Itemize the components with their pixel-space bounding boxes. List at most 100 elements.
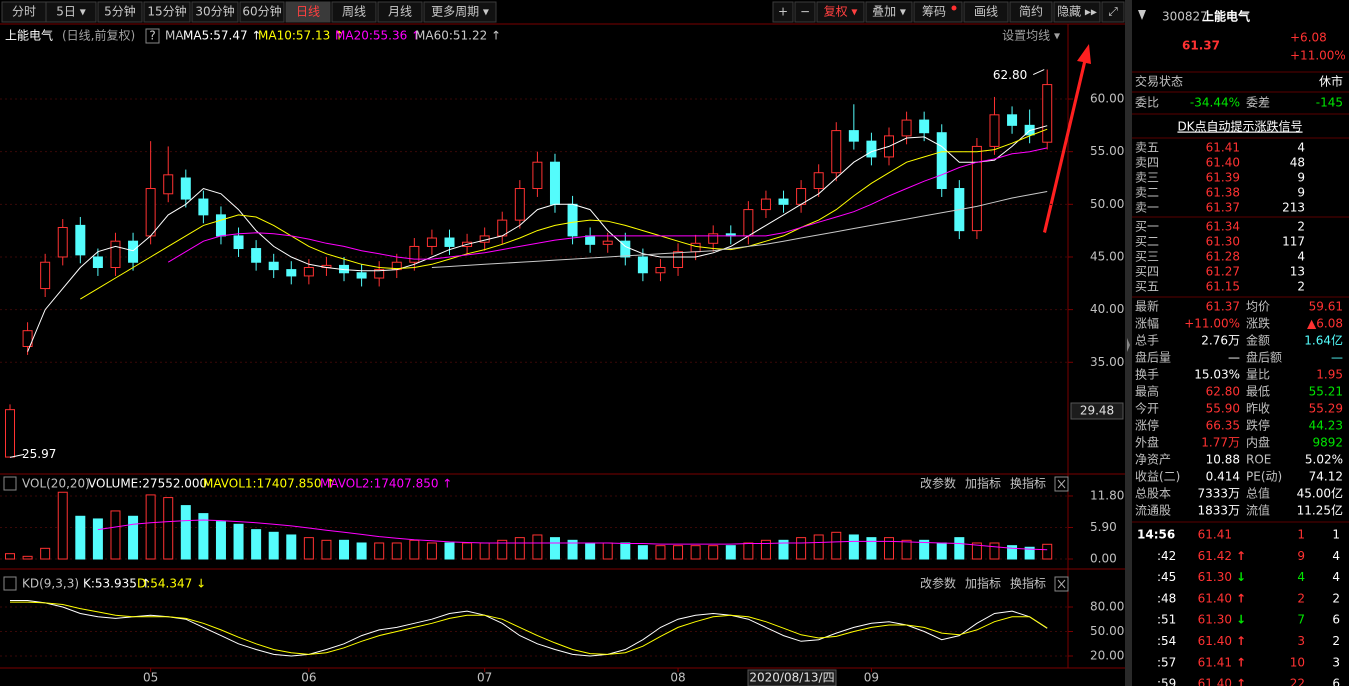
toolbar-button-label[interactable]: 画线 — [974, 5, 998, 19]
book-label: 卖一 — [1135, 201, 1159, 215]
volume-bar — [1007, 545, 1018, 560]
toolbar-button-label[interactable]: 周线 — [342, 5, 366, 19]
toolbar-button[interactable] — [913, 1, 963, 23]
stat-value: 15.03% — [1194, 368, 1240, 382]
stat-label: 金额 — [1246, 333, 1270, 348]
help-box[interactable] — [3, 576, 17, 591]
volume-bar — [497, 539, 508, 560]
candle-body — [40, 261, 51, 290]
stat-value: 62.80 — [1206, 385, 1240, 399]
toolbar-button[interactable] — [143, 1, 191, 23]
tick-arrow: ↓ — [1236, 613, 1246, 627]
candle-body — [444, 237, 455, 247]
toolbar-button[interactable] — [1053, 1, 1101, 23]
book-price: 61.38 — [1206, 186, 1240, 200]
close-icon[interactable] — [1057, 579, 1066, 589]
series-line — [97, 519, 1048, 551]
tick-time: :45 — [1157, 570, 1176, 584]
y-tick-label: 20.00 — [1090, 649, 1124, 663]
indicator-tool[interactable]: 加指标 — [965, 476, 1001, 491]
book-price: 61.15 — [1206, 280, 1240, 294]
toolbar-button-label[interactable]: 隐藏 ▸▸ — [1057, 5, 1097, 19]
toolbar-button-label[interactable]: 筹码 — [922, 5, 946, 19]
candle-body — [22, 330, 33, 347]
toolbar-button-label[interactable]: 复权 ▾ — [824, 5, 858, 19]
splitter-handle[interactable] — [1127, 338, 1130, 352]
close-box[interactable] — [1054, 576, 1069, 592]
volume-bar — [620, 542, 631, 560]
dropdown-icon[interactable] — [1138, 10, 1146, 20]
stat-label: 流值 — [1246, 503, 1270, 518]
series-line — [80, 128, 1048, 300]
book-label: 买三 — [1135, 250, 1159, 264]
help-box[interactable] — [3, 476, 17, 491]
volume-bar — [743, 542, 754, 560]
close-icon[interactable] — [1057, 479, 1066, 489]
ma-settings[interactable]: 设置均线 ▾ — [1002, 29, 1060, 43]
toolbar-button-label[interactable]: 5分钟 — [104, 4, 136, 19]
book-volume: 213 — [1282, 201, 1305, 215]
indicator-tool[interactable]: 换指标 — [1010, 576, 1046, 591]
toolbar-button-label[interactable]: 月线 — [388, 5, 412, 19]
stock-name: 上能电气 — [5, 28, 53, 43]
toolbar-button-label[interactable]: 更多周期 ▾ — [431, 5, 489, 19]
toolbar-button[interactable] — [239, 1, 285, 23]
book-volume: 4 — [1297, 250, 1305, 264]
toolbar-button[interactable] — [423, 1, 497, 23]
volume-bar — [690, 545, 701, 560]
toolbar-button-label[interactable]: 分时 — [12, 5, 36, 19]
toolbar-button-label[interactable]: − — [800, 5, 810, 19]
indicator-tool[interactable]: 换指标 — [1010, 476, 1046, 491]
toolbar-button-label[interactable]: 日线 — [296, 5, 320, 19]
indicator-tool[interactable]: 加指标 — [965, 576, 1001, 591]
toolbar-button[interactable] — [285, 1, 331, 23]
indicator-tool[interactable]: 改参数 — [920, 476, 956, 491]
volume-bar — [514, 537, 525, 560]
toolbar-button[interactable] — [377, 1, 423, 23]
toolbar-button[interactable] — [45, 1, 97, 23]
y-tick-label: 40.00 — [1090, 302, 1124, 316]
volume-bar — [22, 555, 33, 560]
toolbar-button[interactable] — [963, 1, 1009, 23]
toolbar-button[interactable] — [794, 1, 816, 23]
close-box[interactable] — [1054, 476, 1069, 492]
help[interactable]: ? — [149, 29, 155, 43]
toolbar-button[interactable] — [97, 1, 143, 23]
toolbar-button-label[interactable]: 简约 — [1019, 4, 1043, 19]
cursor-price-box — [1070, 402, 1124, 420]
toolbar-button[interactable] — [1101, 1, 1125, 23]
toolbar-button-label[interactable]: ⤢ — [1107, 5, 1118, 19]
toolbar-button[interactable] — [191, 1, 239, 23]
toolbar-button[interactable] — [865, 1, 913, 23]
y-tick-label: 45.00 — [1090, 249, 1124, 263]
signal-link[interactable]: DK点自动提示涨跌信号 — [1177, 119, 1302, 134]
stat-value: 1833万 — [1197, 504, 1240, 518]
tick-volume: 10 — [1290, 655, 1305, 669]
volume-bar — [549, 537, 560, 560]
toolbar-button[interactable] — [772, 1, 794, 23]
indicator-tool[interactable]: 改参数 — [920, 576, 956, 591]
toolbar-button-label[interactable]: 60分钟 — [242, 4, 281, 19]
toolbar-button-label[interactable]: 5日 ▾ — [56, 5, 85, 19]
toolbar-button[interactable] — [1009, 1, 1053, 23]
toolbar-button[interactable] — [816, 1, 865, 23]
tick-price: 61.42 — [1198, 549, 1232, 563]
help-box[interactable] — [145, 28, 160, 44]
toolbar-button[interactable] — [331, 1, 377, 23]
candle-body — [831, 130, 842, 174]
book-label: 买四 — [1135, 265, 1159, 279]
toolbar-button-label[interactable]: 15分钟 — [147, 4, 186, 19]
volume-bar — [778, 539, 789, 560]
toolbar-button-label[interactable]: + — [778, 5, 788, 19]
volume-bar — [163, 497, 174, 560]
tick-time: :48 — [1157, 591, 1176, 605]
book-volume: 9 — [1297, 171, 1305, 185]
tick-price: 61.41 — [1198, 655, 1232, 669]
toolbar-button-label[interactable]: 叠加 ▾ — [872, 5, 906, 19]
tick-arrow: ↑ — [1236, 655, 1246, 669]
volume-bar — [198, 513, 209, 560]
candle-body — [743, 209, 754, 237]
toolbar-button-label[interactable]: 30分钟 — [195, 4, 234, 19]
